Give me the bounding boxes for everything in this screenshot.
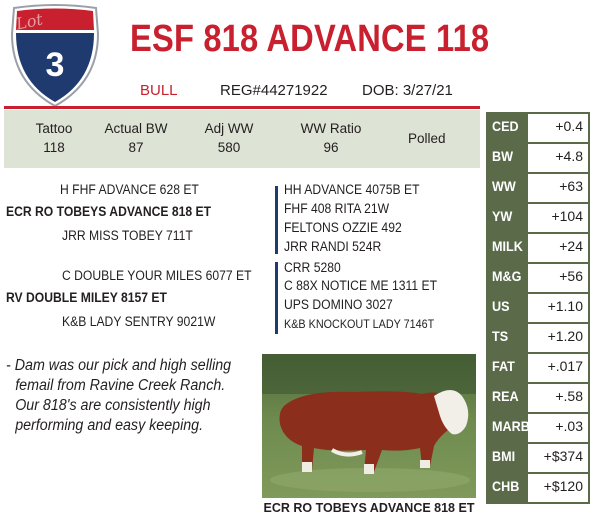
epd-value: +24 [559, 238, 583, 254]
epd-row: CHB +$120 [486, 474, 590, 502]
epd-row: BW +4.8 [486, 144, 590, 172]
epd-row: TS +1.20 [486, 324, 590, 352]
note-line: femail from Ravine Creek Ranch. [15, 377, 226, 394]
epd-name: MARB [492, 418, 530, 434]
perf-value: 118 [43, 140, 65, 155]
pedigree-ssd: FHF 408 RITA 21W [284, 201, 390, 216]
perf-header: Tattoo [35, 121, 73, 136]
epd-name: US [492, 298, 510, 314]
pedigree-dam-sire: C DOUBLE YOUR MILES 6077 ET [62, 268, 252, 283]
epd-row: YW +104 [486, 204, 590, 232]
pedigree-sire-sire: H FHF ADVANCE 628 ET [60, 182, 199, 197]
pedigree-sss: HH ADVANCE 4075B ET [284, 182, 420, 197]
epd-name: MILK [492, 238, 523, 254]
epd-value-cell [528, 294, 588, 322]
lot-shield-icon [10, 4, 100, 108]
epd-row: MILK +24 [486, 234, 590, 262]
epd-value-cell [528, 174, 588, 202]
bull-photo [262, 354, 476, 498]
pedigree-dss: CRR 5280 [284, 260, 341, 275]
epd-value: +0.4 [555, 118, 583, 134]
perf-header: Adj WW [204, 121, 254, 136]
epd-name: BW [492, 148, 513, 164]
epd-row: REA +.58 [486, 384, 590, 412]
epd-value-cell [528, 384, 588, 412]
epd-value: +.017 [547, 358, 583, 374]
epd-value-cell [528, 474, 588, 502]
epd-name: BMI [492, 448, 516, 464]
pedigree-sire: ECR RO TOBEYS ADVANCE 818 ET [6, 204, 212, 219]
performance-box: Tattoo 118 Actual BW 87 Adj WW 580 WW Ra… [4, 110, 480, 168]
pedigree-bracket [275, 262, 278, 334]
pedigree-ddd: K&B KNOCKOUT LADY 7146T [284, 317, 435, 331]
pedigree-sire-dam: JRR MISS TOBEY 711T [62, 228, 193, 243]
pedigree-dsd: C 88X NOTICE ME 1311 ET [284, 278, 438, 293]
sale-note: - Dam was our pick and high selling fema… [6, 356, 236, 436]
note-line: Our 818's are consistently high [15, 397, 211, 414]
epd-value-cell [528, 234, 588, 262]
epd-value: +1.20 [547, 328, 583, 344]
epd-name: TS [492, 328, 509, 344]
epd-panel: CED +0.4 BW +4.8 WW +63 YW +104 MILK +24 M&G +56 US +… [486, 112, 590, 504]
sex-label: BULL [140, 82, 178, 99]
epd-name: CHB [492, 478, 520, 494]
perf-value: 96 [323, 140, 339, 155]
perf-header: Actual BW [104, 121, 168, 136]
epd-name: REA [492, 388, 519, 404]
epd-value-cell [528, 204, 588, 232]
epd-value: +1.10 [547, 298, 583, 314]
pedigree-dam-dam: K&B LADY SENTRY 9021W [62, 314, 216, 329]
perf-col-adj-ww: Adj WW 580 [194, 119, 264, 157]
perf-value: 580 [217, 140, 241, 155]
epd-row: WW +63 [486, 174, 590, 202]
epd-name: FAT [492, 358, 515, 374]
epd-name: CED [492, 118, 519, 134]
perf-col-tattoo: Tattoo 118 [24, 119, 84, 157]
epd-name: YW [492, 208, 513, 224]
note-line: - Dam was our pick and high selling [6, 357, 232, 374]
epd-row: FAT +.017 [486, 354, 590, 382]
epd-value-cell [528, 324, 588, 352]
pedigree-dam: RV DOUBLE MILEY 8157 ET [6, 290, 167, 305]
epd-row: BMI +$374 [486, 444, 590, 472]
epd-value: +.03 [555, 418, 583, 434]
note-line: performing and easy keeping. [15, 417, 204, 434]
epd-name: M&G [492, 268, 522, 284]
perf-header: WW Ratio [300, 121, 362, 136]
epd-value: +4.8 [555, 148, 583, 164]
epd-row: MARB +.03 [486, 414, 590, 442]
epd-name: WW [492, 178, 516, 194]
perf-value: 87 [128, 140, 144, 155]
pedigree-sdd: JRR RANDI 524R [284, 239, 382, 254]
pedigree-bracket [275, 186, 278, 254]
epd-value: +56 [559, 268, 583, 284]
date-of-birth: DOB: 3/27/21 [362, 82, 453, 99]
epd-row: M&G +56 [486, 264, 590, 292]
epd-value-cell [528, 444, 588, 472]
animal-title: ESF 818 ADVANCE 118 [130, 18, 490, 60]
epd-value: +104 [551, 208, 583, 224]
epd-value-cell [528, 114, 588, 142]
epd-value-cell [528, 264, 588, 292]
epd-row: US +1.10 [486, 294, 590, 322]
perf-col-actual-bw: Actual BW 87 [98, 119, 174, 157]
epd-value: +.58 [555, 388, 583, 404]
epd-value: +$374 [543, 448, 583, 464]
epd-value-cell [528, 414, 588, 442]
pedigree-sds: FELTONS OZZIE 492 [284, 220, 402, 235]
photo-caption: ECR RO TOBEYS ADVANCE 818 ET [263, 501, 475, 515]
pedigree-dds: UPS DOMINO 3027 [284, 297, 393, 312]
epd-value-cell [528, 354, 588, 382]
epd-row: CED +0.4 [486, 114, 590, 142]
lot-number: 3 [45, 46, 65, 84]
polled-status: Polled [408, 131, 446, 146]
registration-number: REG#44271922 [220, 82, 328, 99]
epd-value-cell [528, 144, 588, 172]
perf-col-ww-ratio: WW Ratio 96 [290, 119, 372, 157]
epd-value: +63 [559, 178, 583, 194]
header-divider [4, 106, 480, 109]
epd-value: +$120 [543, 478, 583, 494]
